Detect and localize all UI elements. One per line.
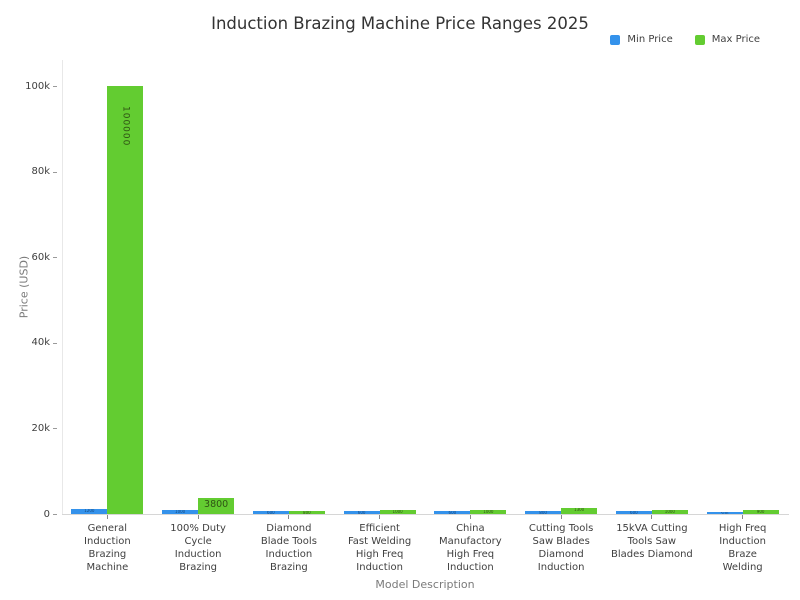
- bar-value-label: 1000: [392, 509, 403, 514]
- bar-value-label: 600: [357, 511, 366, 514]
- y-tick-mark: [53, 428, 57, 430]
- bar-group: 800 1300: [516, 60, 607, 514]
- x-tick-label: 100% Duty Cycle Induction Brazing: [170, 523, 226, 573]
- x-tick-mark: [288, 515, 290, 519]
- bar-min-price: 1200: [71, 508, 108, 514]
- bar-min-price: 600: [615, 511, 652, 514]
- bar-value-label: 600: [448, 511, 457, 514]
- bar-value-label: 3800: [204, 498, 229, 510]
- bar-value-label: 600: [630, 511, 638, 514]
- bar-group: 1000 3800: [153, 60, 244, 514]
- y-tick-label: 40k: [31, 337, 50, 349]
- x-label-cell: Diamond Blade Tools Induction Brazing: [244, 515, 335, 574]
- bar-min-price: 1000: [162, 509, 199, 514]
- x-label-cell: China Manufactory High Freq Induction: [425, 515, 516, 574]
- bar-min-price: 600: [434, 511, 471, 514]
- legend-item-min-price[interactable]: Min Price: [610, 34, 673, 45]
- y-tick-mark: [53, 171, 57, 173]
- bar-groups: 1200 100000 1000 3800 600 800 600 1000 600 1000 80…: [62, 60, 788, 514]
- y-tick-label: 20k: [31, 422, 50, 434]
- bar-value-label: 1200: [84, 508, 95, 513]
- bar-value-label: 100000: [120, 105, 131, 147]
- x-label-cell: Efficient Fast Welding High Freq Inducti…: [334, 515, 425, 574]
- x-tick-label: Diamond Blade Tools Induction Brazing: [260, 523, 317, 573]
- min-price-swatch-icon: [610, 34, 621, 45]
- bar-min-price: 600: [343, 511, 380, 514]
- x-label-cell: General Induction Brazing Machine: [62, 515, 153, 574]
- y-tick-mark: [53, 514, 57, 515]
- y-axis-line: [62, 60, 63, 514]
- bar-max-price: 100000: [107, 86, 144, 514]
- bar-value-label: 800: [539, 510, 547, 514]
- x-tick-mark: [560, 515, 562, 519]
- bar-group: 600 800: [244, 60, 335, 514]
- bar-pair: 1000 3800: [162, 497, 235, 514]
- x-axis-line: [62, 514, 789, 515]
- bar-min-price: 800: [525, 510, 562, 514]
- bar-max-price: 1000: [651, 509, 688, 514]
- x-label-cell: High Freq Induction Braze Welding: [697, 515, 788, 574]
- x-tick-mark: [469, 515, 471, 519]
- legend: Min Price Max Price: [610, 34, 760, 45]
- x-label-cell: 100% Duty Cycle Induction Brazing: [153, 515, 244, 574]
- bar-value-label: 1000: [483, 509, 494, 514]
- bar-group: 600 1000: [334, 60, 425, 514]
- y-tick-label: 60k: [31, 251, 50, 263]
- bar-max-price: 900: [742, 510, 779, 514]
- bar-pair: 1200 100000: [71, 86, 144, 514]
- bar-max-price: 800: [288, 510, 325, 514]
- chart-title: Induction Brazing Machine Price Ranges 2…: [211, 14, 589, 33]
- x-tick-mark: [742, 515, 744, 519]
- legend-label-max-price: Max Price: [711, 34, 760, 45]
- bar-value-label: 1000: [664, 509, 675, 514]
- bar-value-label: 600: [267, 511, 275, 514]
- x-tick-mark: [379, 515, 381, 519]
- bar-group: 1200 100000: [62, 60, 153, 514]
- y-tick-mark: [53, 257, 57, 259]
- x-tick-mark: [651, 515, 653, 519]
- x-label-cell: 15kVA Cutting Tools Saw Blades Diamond: [607, 515, 698, 574]
- max-price-swatch-icon: [694, 34, 705, 45]
- x-tick-mark: [197, 515, 199, 519]
- bar-value-label: 1300: [574, 508, 585, 513]
- x-tick-label: Efficient Fast Welding High Freq Inducti…: [347, 523, 412, 573]
- bar-max-price: 1000: [470, 509, 507, 514]
- x-axis-labels: General Induction Brazing Machine 100% Du…: [62, 515, 788, 574]
- bar-pair: 800 1300: [525, 508, 598, 514]
- bar-value-label: 800: [303, 510, 311, 514]
- bar-group: 600 1000: [607, 60, 698, 514]
- bar-group: 500 900: [697, 60, 788, 514]
- bar-max-price: 3800: [198, 497, 235, 514]
- bar-group: 600 1000: [425, 60, 516, 514]
- x-tick-label: China Manufactory High Freq Induction: [439, 523, 502, 573]
- x-label-cell: Cutting Tools Saw Blades Diamond Inducti…: [516, 515, 607, 574]
- y-tick-mark: [53, 86, 57, 87]
- y-axis-title: Price (USD): [17, 255, 31, 319]
- bar-max-price: 1300: [561, 508, 598, 514]
- bar-pair: 600 1000: [343, 509, 416, 514]
- bar-pair: 500 900: [706, 510, 779, 514]
- x-tick-label: General Induction Brazing Machine: [84, 523, 131, 573]
- y-tick-label: 80k: [31, 166, 50, 178]
- y-tick-label: 0: [43, 508, 50, 520]
- y-tick-label: 100k: [25, 80, 50, 92]
- bar-pair: 600 800: [252, 510, 325, 514]
- bar-value-label: 1000: [175, 509, 186, 514]
- bar-value-label: 500: [707, 512, 743, 514]
- bar-max-price: 1000: [379, 509, 416, 514]
- bar-min-price: 600: [252, 511, 289, 514]
- legend-label-min-price: Min Price: [627, 34, 673, 45]
- x-tick-mark: [106, 515, 108, 519]
- x-tick-label: High Freq Induction Braze Welding: [718, 523, 767, 573]
- bar-min-price: 500: [706, 511, 743, 514]
- bar-pair: 600 1000: [615, 509, 688, 514]
- bar-pair: 600 1000: [434, 509, 507, 514]
- x-axis-title: Model Description: [375, 578, 475, 591]
- y-tick-mark: [53, 342, 57, 344]
- x-tick-label: 15kVA Cutting Tools Saw Blades Diamond: [610, 523, 693, 560]
- bar-value-label: 900: [756, 510, 765, 514]
- x-tick-label: Cutting Tools Saw Blades Diamond Inducti…: [528, 523, 594, 573]
- legend-item-max-price[interactable]: Max Price: [694, 34, 760, 45]
